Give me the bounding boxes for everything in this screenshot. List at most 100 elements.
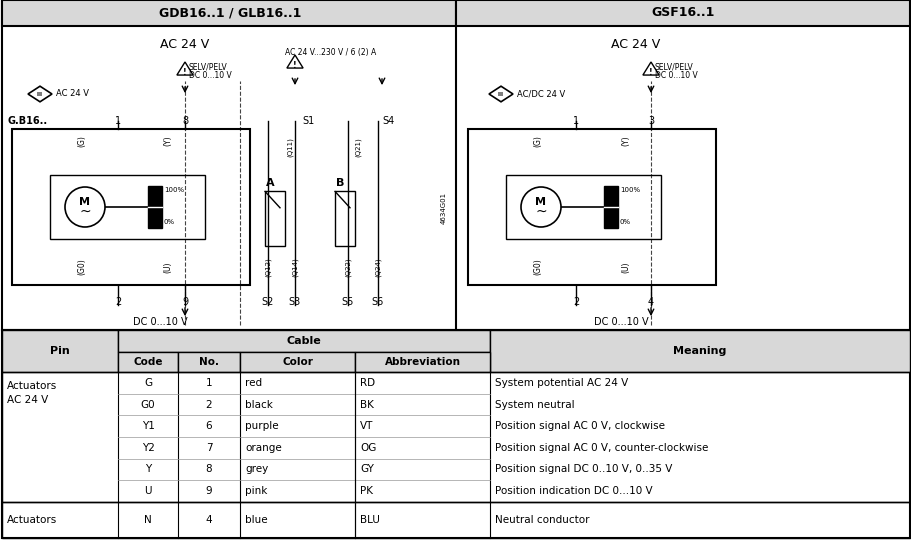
Bar (148, 186, 162, 228)
Text: (Y): (Y) (620, 136, 630, 146)
Text: Neutral conductor: Neutral conductor (495, 515, 589, 525)
Text: S4: S4 (382, 116, 394, 126)
Text: (Q24): (Q24) (374, 257, 381, 277)
Text: Y1: Y1 (141, 421, 154, 431)
Text: 1: 1 (115, 116, 121, 126)
Text: 7: 7 (206, 443, 212, 453)
Bar (12, 129, 250, 285)
Text: Cable: Cable (286, 336, 321, 346)
Text: 4: 4 (206, 515, 212, 525)
Bar (118, 330, 489, 352)
Text: red: red (245, 378, 261, 388)
Text: S6: S6 (372, 297, 384, 307)
Text: Position indication DC 0...10 V: Position indication DC 0...10 V (495, 486, 652, 496)
Text: OG: OG (360, 443, 376, 453)
Text: 4: 4 (647, 297, 653, 307)
Text: Actuators: Actuators (7, 381, 57, 391)
Text: Position signal AC 0 V, clockwise: Position signal AC 0 V, clockwise (495, 421, 664, 431)
Text: 2: 2 (115, 297, 121, 307)
Bar (50, 175, 205, 239)
Bar (489, 330, 909, 372)
Polygon shape (177, 62, 193, 75)
Text: 8: 8 (206, 464, 212, 475)
Bar (467, 129, 715, 285)
Text: !: ! (183, 68, 187, 77)
Text: DC 0...10 V: DC 0...10 V (654, 71, 697, 80)
Bar (2, 372, 909, 502)
Text: GDB16..1 / GLB16..1: GDB16..1 / GLB16..1 (159, 6, 301, 19)
Bar (178, 352, 240, 372)
Text: ~: ~ (79, 205, 91, 219)
Text: III: III (37, 91, 43, 97)
Text: 0%: 0% (619, 219, 630, 225)
Text: 100%: 100% (619, 187, 640, 193)
Text: 2: 2 (206, 400, 212, 409)
Text: A: A (265, 178, 274, 188)
Bar (118, 352, 178, 372)
Text: PK: PK (360, 486, 373, 496)
Text: G.B16..: G.B16.. (8, 116, 48, 126)
Text: GY: GY (360, 464, 374, 475)
Text: AC 24 V: AC 24 V (7, 395, 48, 405)
Text: Actuators: Actuators (7, 515, 57, 525)
Bar (334, 191, 354, 246)
Bar (2, 330, 118, 372)
Text: 1: 1 (206, 378, 212, 388)
Text: 9: 9 (181, 297, 188, 307)
Text: SELV/PELV: SELV/PELV (654, 63, 693, 71)
Text: III: III (497, 91, 504, 97)
Polygon shape (642, 62, 659, 75)
Text: (Q21): (Q21) (354, 137, 361, 157)
Text: M: M (535, 197, 546, 207)
Text: VT: VT (360, 421, 373, 431)
Text: 100%: 100% (164, 187, 184, 193)
Text: !: ! (292, 61, 296, 70)
Text: blue: blue (245, 515, 267, 525)
Text: AC 24 V: AC 24 V (610, 37, 660, 51)
Text: 0%: 0% (164, 219, 175, 225)
Text: B: B (335, 178, 343, 188)
Text: M: M (79, 197, 90, 207)
Text: (Y): (Y) (163, 136, 172, 146)
Text: BLU: BLU (360, 515, 380, 525)
Text: G0: G0 (140, 400, 155, 409)
Text: AC 24 V: AC 24 V (56, 90, 89, 98)
Circle shape (65, 187, 105, 227)
Polygon shape (28, 86, 52, 102)
Bar (2, 330, 909, 538)
Text: ~: ~ (535, 205, 547, 219)
Text: orange: orange (245, 443, 281, 453)
Text: RD: RD (360, 378, 374, 388)
Text: 1: 1 (572, 116, 578, 126)
Text: (Q14): (Q14) (292, 257, 298, 277)
Text: Pin: Pin (50, 346, 70, 356)
Text: DC 0...10 V: DC 0...10 V (593, 317, 648, 327)
Text: 9: 9 (206, 486, 212, 496)
Bar (2, 0, 909, 330)
Text: purple: purple (245, 421, 279, 431)
Text: N: N (144, 515, 152, 525)
Text: (Q11): (Q11) (286, 137, 293, 157)
Text: !: ! (649, 68, 652, 77)
Bar (2, 0, 456, 26)
Text: (G): (G) (77, 135, 87, 147)
Text: (G): (G) (533, 135, 542, 147)
Text: Position signal DC 0..10 V, 0..35 V: Position signal DC 0..10 V, 0..35 V (495, 464, 671, 475)
Text: DC 0...10 V: DC 0...10 V (132, 317, 187, 327)
Text: 2: 2 (572, 297, 578, 307)
Polygon shape (287, 55, 302, 68)
Polygon shape (488, 86, 512, 102)
Text: System neutral: System neutral (495, 400, 574, 409)
Bar (456, 0, 909, 26)
Text: Meaning: Meaning (672, 346, 726, 356)
Text: 6: 6 (206, 421, 212, 431)
Bar (354, 352, 489, 372)
Text: (U): (U) (163, 261, 172, 273)
Circle shape (520, 187, 560, 227)
Text: DC 0...10 V: DC 0...10 V (189, 71, 231, 80)
Bar (240, 352, 354, 372)
Text: S5: S5 (342, 297, 353, 307)
Text: pink: pink (245, 486, 267, 496)
Text: S2: S2 (261, 297, 274, 307)
Text: No.: No. (199, 357, 219, 367)
